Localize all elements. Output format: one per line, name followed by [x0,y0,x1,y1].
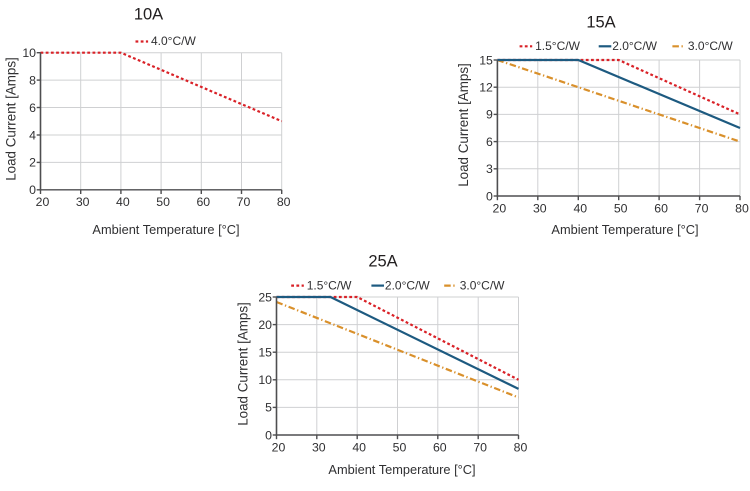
svg-text:60: 60 [196,195,210,209]
svg-text:50: 50 [393,441,407,455]
svg-text:Ambient Temperature [°C]: Ambient Temperature [°C] [92,222,239,237]
svg-text:2: 2 [29,156,36,170]
svg-text:2.0°C/W: 2.0°C/W [612,39,657,53]
svg-text:12: 12 [479,81,493,95]
svg-text:60: 60 [654,202,668,216]
svg-text:1.5°C/W: 1.5°C/W [307,278,352,292]
svg-text:1.5°C/W: 1.5°C/W [535,39,580,53]
svg-text:50: 50 [614,202,628,216]
svg-text:80: 80 [514,441,528,455]
svg-text:Load Current [Amps]: Load Current [Amps] [456,63,471,187]
svg-text:3.0°C/W: 3.0°C/W [688,39,733,53]
svg-text:70: 70 [473,441,487,455]
svg-text:6: 6 [29,101,36,115]
svg-text:25: 25 [258,290,272,304]
svg-text:6: 6 [486,135,493,149]
svg-text:80: 80 [277,195,291,209]
svg-text:10: 10 [22,46,36,60]
svg-text:9: 9 [486,108,493,122]
svg-text:15: 15 [258,346,272,360]
svg-text:50: 50 [156,195,170,209]
svg-text:Load Current [Amps]: Load Current [Amps] [236,302,251,426]
svg-text:4: 4 [29,128,36,142]
svg-text:30: 30 [533,202,547,216]
svg-text:0: 0 [265,428,272,442]
svg-text:15: 15 [479,53,493,67]
svg-text:30: 30 [76,195,90,209]
svg-text:40: 40 [573,202,587,216]
svg-text:20: 20 [258,318,272,332]
svg-text:10: 10 [258,373,272,387]
svg-text:5: 5 [265,401,272,415]
svg-text:20: 20 [493,202,507,216]
svg-text:60: 60 [433,441,447,455]
svg-text:10A: 10A [134,6,163,24]
svg-text:0: 0 [486,189,493,203]
svg-text:70: 70 [237,195,251,209]
svg-text:2.0°C/W: 2.0°C/W [385,278,430,292]
svg-text:8: 8 [29,73,36,87]
svg-text:20: 20 [36,195,50,209]
svg-text:4.0°C/W: 4.0°C/W [151,34,196,48]
svg-text:20: 20 [272,441,286,455]
svg-text:80: 80 [735,202,749,216]
svg-text:Ambient Temperature [°C]: Ambient Temperature [°C] [328,462,475,477]
svg-text:Load Current [Amps]: Load Current [Amps] [4,57,19,181]
svg-text:40: 40 [116,195,130,209]
svg-text:15A: 15A [586,13,615,31]
svg-text:3.0°C/W: 3.0°C/W [460,278,505,292]
svg-text:0: 0 [29,183,36,197]
svg-text:Ambient Temperature [°C]: Ambient Temperature [°C] [551,222,698,237]
svg-text:25A: 25A [368,252,397,270]
svg-text:70: 70 [695,202,709,216]
svg-text:40: 40 [352,441,366,455]
svg-text:30: 30 [312,441,326,455]
svg-text:3: 3 [486,162,493,176]
